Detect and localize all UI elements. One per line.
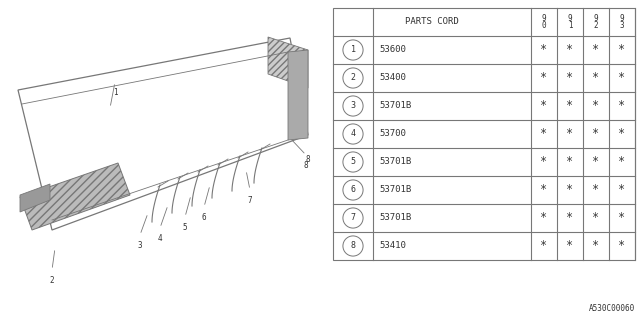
Text: *: * [566, 239, 573, 252]
Text: *: * [540, 156, 548, 169]
Text: 53700: 53700 [379, 130, 406, 139]
Text: 6: 6 [351, 186, 355, 195]
Text: 9
0: 9 0 [541, 13, 547, 30]
Text: *: * [566, 71, 573, 84]
Text: 7: 7 [248, 196, 252, 205]
Text: 6: 6 [202, 213, 206, 222]
Text: *: * [566, 212, 573, 225]
Text: 9
1: 9 1 [568, 13, 572, 30]
Text: *: * [593, 100, 600, 113]
Text: 53701B: 53701B [379, 213, 412, 222]
Text: *: * [593, 127, 600, 140]
Text: 1: 1 [113, 88, 117, 97]
Text: *: * [540, 127, 548, 140]
Text: 53701B: 53701B [379, 186, 412, 195]
Text: 3: 3 [138, 241, 142, 250]
Polygon shape [288, 50, 308, 140]
Text: *: * [593, 156, 600, 169]
Text: *: * [593, 71, 600, 84]
Text: 4: 4 [351, 130, 355, 139]
Text: *: * [593, 239, 600, 252]
Polygon shape [20, 163, 130, 230]
Text: PARTS CORD: PARTS CORD [405, 18, 459, 27]
Text: *: * [618, 212, 625, 225]
Polygon shape [20, 184, 50, 212]
Text: 5: 5 [182, 223, 188, 232]
Text: 2: 2 [351, 74, 355, 83]
Text: 5: 5 [351, 157, 355, 166]
Text: 53410: 53410 [379, 242, 406, 251]
Text: *: * [566, 127, 573, 140]
Text: *: * [618, 127, 625, 140]
Text: *: * [566, 100, 573, 113]
Text: *: * [540, 212, 548, 225]
Polygon shape [268, 37, 308, 88]
Text: 53600: 53600 [379, 45, 406, 54]
Text: *: * [540, 239, 548, 252]
Text: *: * [566, 183, 573, 196]
Text: 1: 1 [351, 45, 355, 54]
Text: *: * [618, 71, 625, 84]
Text: *: * [566, 44, 573, 57]
Text: *: * [540, 183, 548, 196]
Text: *: * [540, 100, 548, 113]
Text: 2: 2 [50, 276, 54, 285]
Text: *: * [593, 183, 600, 196]
Text: 53701B: 53701B [379, 101, 412, 110]
Text: *: * [618, 156, 625, 169]
Text: 8: 8 [351, 242, 355, 251]
Text: 3: 3 [351, 101, 355, 110]
Text: *: * [593, 44, 600, 57]
Text: *: * [618, 239, 625, 252]
Text: *: * [618, 100, 625, 113]
Text: *: * [618, 44, 625, 57]
Text: 4: 4 [157, 234, 163, 243]
Text: 9
2: 9 2 [594, 13, 598, 30]
Text: *: * [540, 44, 548, 57]
Text: *: * [618, 183, 625, 196]
Text: A530C00060: A530C00060 [589, 304, 635, 313]
Text: 7: 7 [351, 213, 355, 222]
Text: 8: 8 [304, 161, 308, 170]
Text: *: * [540, 71, 548, 84]
Text: *: * [593, 212, 600, 225]
Bar [333, 8, 635, 260]
Text: *: * [566, 156, 573, 169]
Text: 53400: 53400 [379, 74, 406, 83]
Text: 9
3: 9 3 [620, 13, 624, 30]
Text: 8: 8 [306, 156, 310, 164]
Text: 53701B: 53701B [379, 157, 412, 166]
